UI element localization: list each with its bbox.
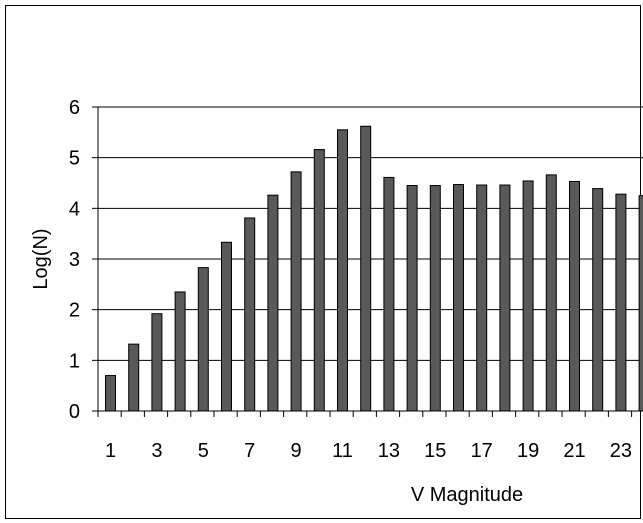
bar-8 [267, 194, 279, 412]
bar-10 [313, 149, 325, 412]
bars [105, 125, 643, 412]
x-tick-label: 17 [471, 440, 493, 462]
bar-5 [197, 267, 209, 412]
x-ticks: 1 3 5 7 9 11 13 15 17 19 21 23 [97, 411, 633, 462]
x-tick-label: 1 [105, 440, 116, 462]
y-tick-label: 0 [69, 401, 80, 423]
bar-7 [244, 217, 256, 412]
y-tick-label: 2 [69, 300, 80, 322]
x-tick-label: 3 [151, 440, 162, 462]
y-tick-label: 4 [69, 198, 80, 220]
bar-24 [638, 195, 643, 412]
y-tick-label: 5 [69, 148, 80, 170]
bar-18 [499, 184, 511, 412]
x-tick-label: 11 [332, 440, 353, 462]
x-tick-label: 19 [517, 440, 539, 462]
bar-13 [383, 176, 395, 412]
bar-4 [174, 291, 186, 412]
y-tick-label: 3 [69, 249, 80, 271]
bar-11 [337, 129, 348, 412]
y-tick-label: 1 [69, 350, 80, 372]
bar-1 [105, 375, 116, 412]
bar-17 [476, 184, 488, 412]
bar-22 [592, 188, 604, 412]
bar-21 [569, 180, 580, 412]
bar-16 [453, 184, 464, 412]
bar-12 [360, 125, 372, 412]
bar-2 [128, 343, 140, 412]
x-tick-label: 5 [198, 440, 209, 462]
bar-20 [545, 174, 557, 412]
bar-15 [429, 185, 441, 412]
bar-23 [615, 193, 627, 412]
y-ticks: 0 1 2 3 4 5 6 [69, 97, 98, 423]
x-tick-label: 7 [244, 440, 255, 462]
bar-19 [522, 180, 534, 412]
x-tick-label: 13 [378, 440, 400, 462]
x-tick-label: 21 [563, 440, 585, 462]
bar-6 [221, 241, 232, 412]
bar-14 [406, 185, 418, 412]
x-tick-label: 15 [424, 440, 446, 462]
bar-3 [151, 313, 163, 412]
x-axis-title: V Magnitude [411, 484, 523, 506]
y-tick-label: 6 [69, 97, 80, 119]
bar-9 [290, 171, 302, 412]
y-axis-title: Log(N) [30, 228, 52, 289]
x-tick-label: 23 [610, 440, 632, 462]
x-tick-label: 9 [291, 440, 302, 462]
